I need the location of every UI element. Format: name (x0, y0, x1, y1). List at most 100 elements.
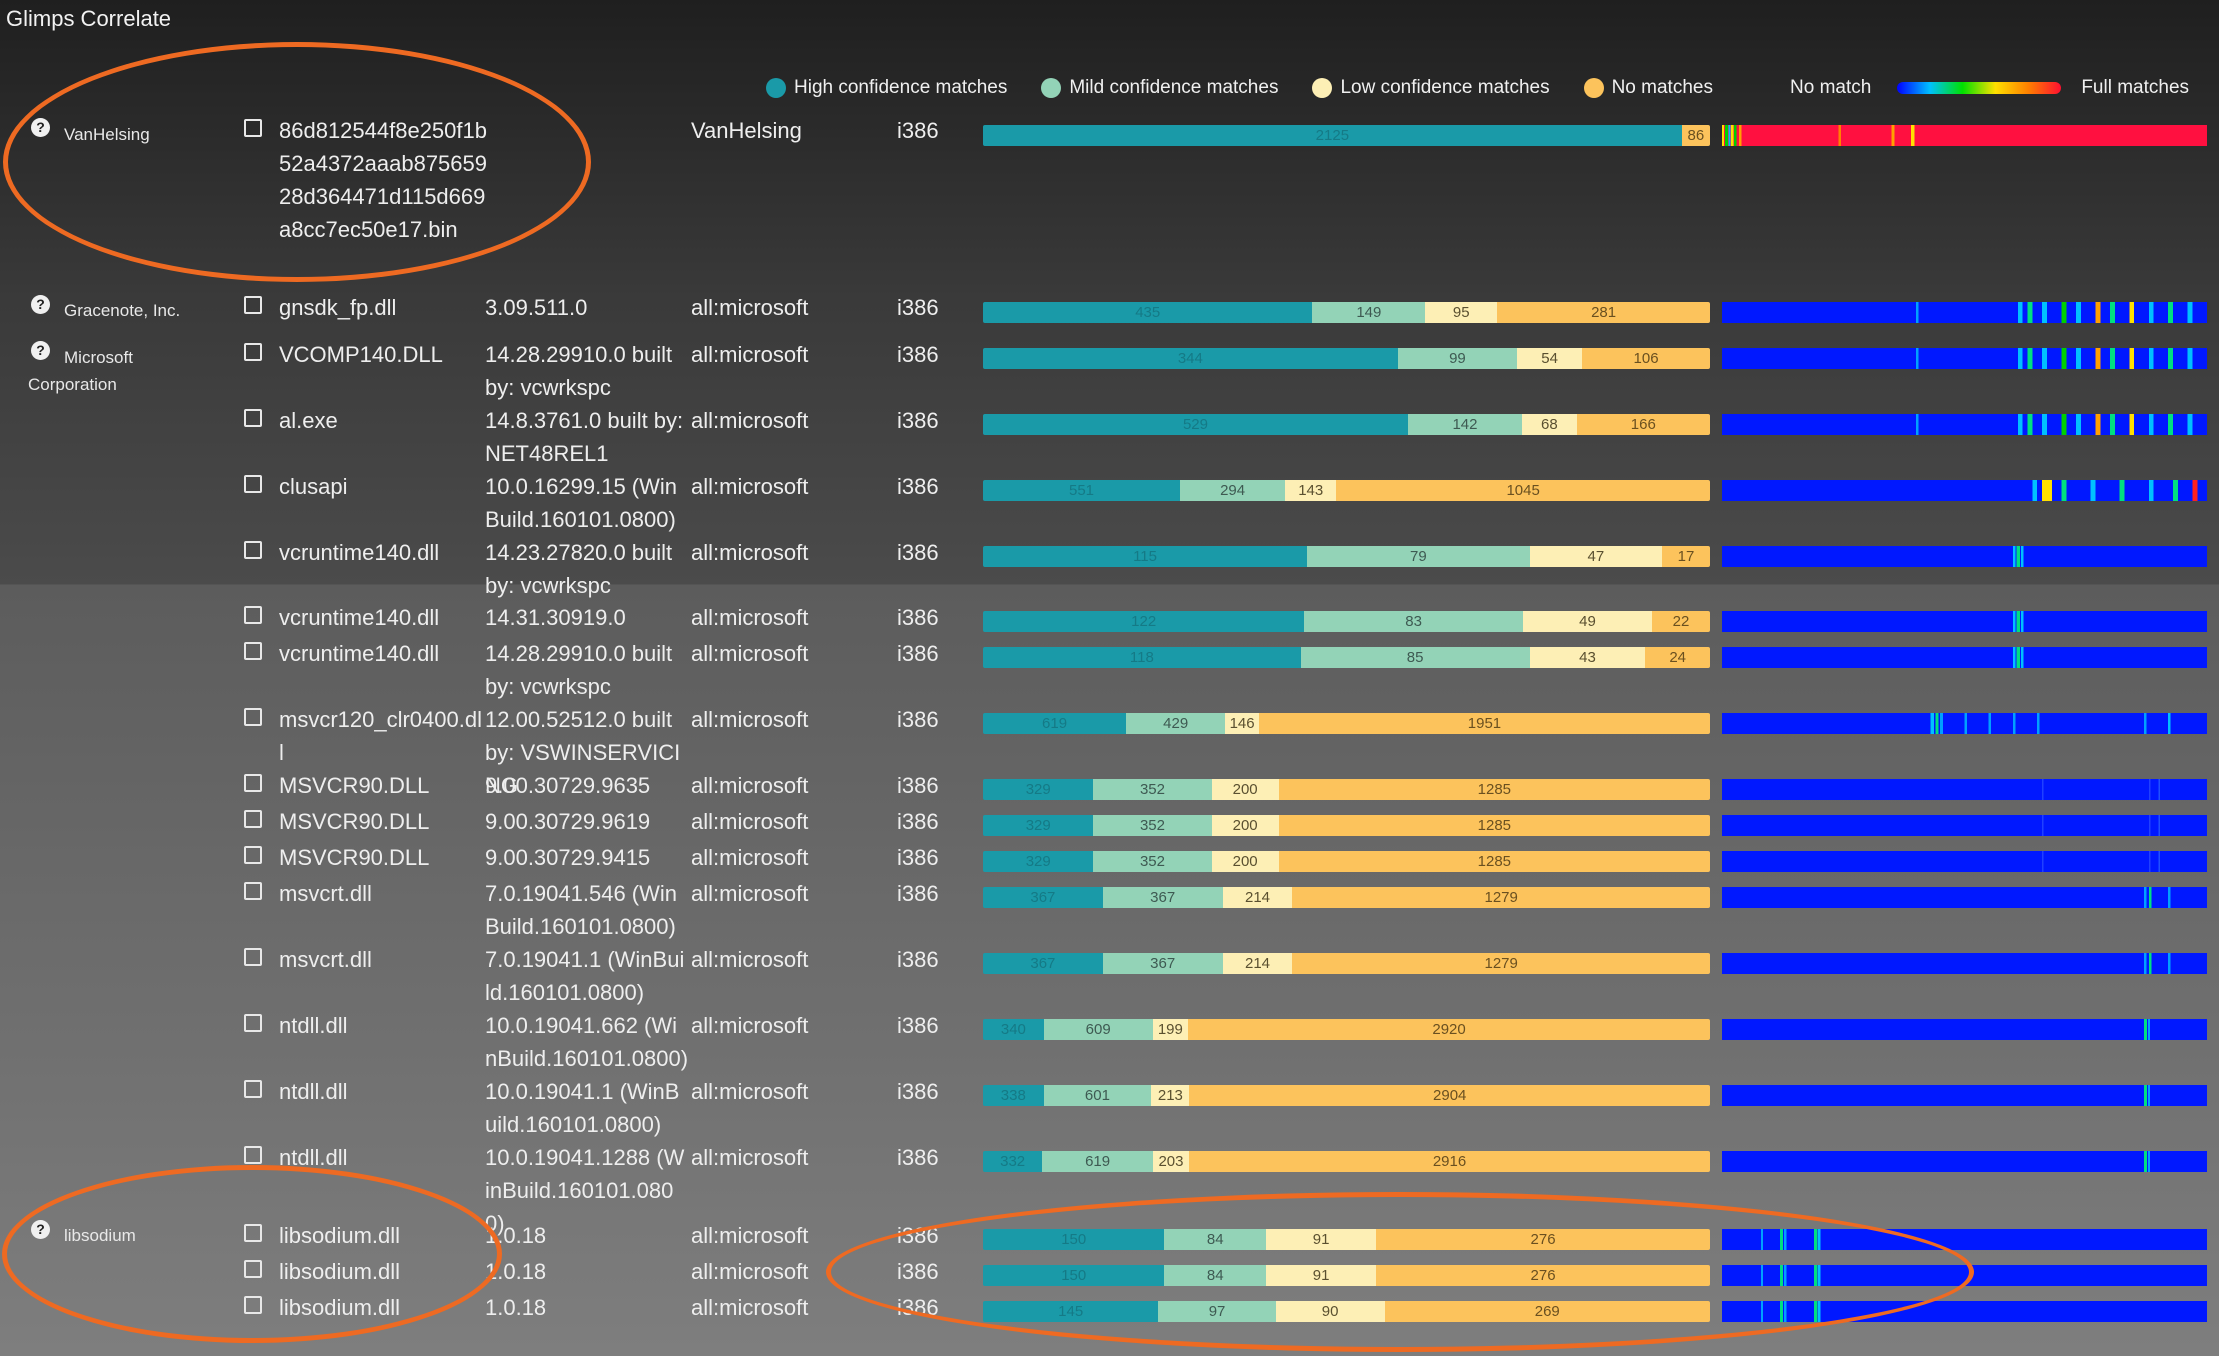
row-checkbox[interactable] (244, 1146, 262, 1164)
row-checkbox[interactable] (244, 774, 262, 792)
match-heatmap[interactable] (1722, 546, 2207, 567)
match-bar[interactable]: 150 84 91 276 (983, 1229, 1710, 1250)
help-icon[interactable]: ? (31, 118, 50, 137)
match-bar[interactable]: 435 149 95 281 (983, 302, 1710, 323)
match-heatmap[interactable] (1722, 611, 2207, 632)
row-checkbox[interactable] (244, 343, 262, 361)
no-match-segment: 1285 (1278, 779, 1710, 800)
file-name: msvcrt.dll (279, 881, 372, 906)
match-heatmap[interactable] (1722, 851, 2207, 872)
match-heatmap[interactable] (1722, 815, 2207, 836)
high-confidence-segment: 529 (983, 414, 1408, 435)
low-confidence-segment: 68 (1522, 414, 1577, 435)
mild-confidence-segment: 367 (1102, 887, 1223, 908)
low-confidence-segment: 47 (1529, 546, 1663, 567)
match-bar[interactable]: 329 352 200 1285 (983, 779, 1710, 800)
row-checkbox[interactable] (244, 1014, 262, 1032)
os-tag: all:microsoft (691, 1259, 809, 1284)
help-icon[interactable]: ? (31, 1220, 50, 1239)
match-bar[interactable]: 122 83 49 22 (983, 611, 1710, 632)
match-bar[interactable]: 529 142 68 166 (983, 414, 1710, 435)
mild-confidence-segment: 84 (1164, 1229, 1267, 1250)
match-bar[interactable]: 145 97 90 269 (983, 1301, 1710, 1322)
row-checkbox[interactable] (244, 606, 262, 624)
help-icon[interactable]: ? (31, 295, 50, 314)
mild-confidence-segment: 429 (1126, 713, 1226, 734)
match-heatmap[interactable] (1722, 1085, 2207, 1106)
row-checkbox[interactable] (244, 948, 262, 966)
low-confidence-segment: 200 (1211, 851, 1279, 872)
row-checkbox[interactable] (244, 1080, 262, 1098)
file-name: msvcr120_clr0400.dll (279, 707, 482, 765)
match-heatmap[interactable] (1722, 779, 2207, 800)
no-match-segment: 2904 (1189, 1085, 1710, 1106)
match-bar[interactable]: 367 367 214 1279 (983, 953, 1710, 974)
match-heatmap[interactable] (1722, 1301, 2207, 1322)
match-heatmap[interactable] (1722, 480, 2207, 501)
match-bar[interactable]: 115 79 47 17 (983, 546, 1710, 567)
mild-confidence-segment: 601 (1043, 1085, 1152, 1106)
match-bar[interactable]: 150 84 91 276 (983, 1265, 1710, 1286)
match-heatmap[interactable] (1722, 887, 2207, 908)
heat-gradient (1897, 82, 2062, 94)
row-checkbox[interactable] (244, 810, 262, 828)
row-checkbox[interactable] (244, 846, 262, 864)
file-name: vcruntime140.dll (279, 540, 440, 565)
match-heatmap[interactable] (1722, 125, 2207, 146)
file-version: 3.09.511.0 (485, 295, 588, 320)
match-heatmap[interactable] (1722, 953, 2207, 974)
match-heatmap[interactable] (1722, 647, 2207, 668)
low-confidence-segment: 199 (1152, 1019, 1189, 1040)
match-bar[interactable]: 340 609 199 2920 (983, 1019, 1710, 1040)
low-confidence-segment: 146 (1225, 713, 1259, 734)
match-heatmap[interactable] (1722, 1019, 2207, 1040)
help-icon[interactable]: ? (31, 341, 50, 360)
row-checkbox[interactable] (244, 642, 262, 660)
match-heatmap[interactable] (1722, 302, 2207, 323)
mild-confidence-segment: 352 (1093, 851, 1212, 872)
match-bar[interactable]: 332 619 203 2916 (983, 1151, 1710, 1172)
match-heatmap[interactable] (1722, 713, 2207, 734)
heat-low-label: No match (1790, 77, 1872, 98)
os-tag: all:microsoft (691, 1295, 809, 1320)
file-version: 10.0.19041.662 (WinBuild.160101.0800) (485, 1013, 689, 1071)
match-heatmap[interactable] (1722, 1265, 2207, 1286)
row-checkbox[interactable] (244, 296, 262, 314)
high-confidence-segment: 551 (983, 480, 1181, 501)
no-match-segment: 24 (1645, 647, 1710, 668)
row-checkbox[interactable] (244, 1224, 262, 1242)
row-checkbox[interactable] (244, 708, 262, 726)
mild-confidence-segment: 619 (1042, 1151, 1153, 1172)
file-name: MSVCR90.DLL (279, 809, 430, 834)
row-checkbox[interactable] (244, 882, 262, 900)
match-heatmap[interactable] (1722, 348, 2207, 369)
high-confidence-segment: 338 (983, 1085, 1044, 1106)
match-bar[interactable]: 344 99 54 106 (983, 348, 1710, 369)
high-confidence-segment: 329 (983, 779, 1094, 800)
match-heatmap[interactable] (1722, 1151, 2207, 1172)
match-bar[interactable]: 367 367 214 1279 (983, 887, 1710, 908)
row-checkbox[interactable] (244, 475, 262, 493)
match-heatmap[interactable] (1722, 1229, 2207, 1250)
match-bar[interactable]: 2125 86 (983, 125, 1710, 146)
no-match-segment: 1045 (1336, 480, 1710, 501)
high-confidence-segment: 340 (983, 1019, 1044, 1040)
row-checkbox[interactable] (244, 409, 262, 427)
match-bar[interactable]: 329 352 200 1285 (983, 815, 1710, 836)
match-bar[interactable]: 118 85 43 24 (983, 647, 1710, 668)
architecture: i386 (897, 605, 939, 630)
row-checkbox[interactable] (244, 119, 262, 137)
match-heatmap[interactable] (1722, 414, 2207, 435)
match-bar[interactable]: 329 352 200 1285 (983, 851, 1710, 872)
match-bar[interactable]: 619 429 146 1951 (983, 713, 1710, 734)
row-checkbox[interactable] (244, 1260, 262, 1278)
row-checkbox[interactable] (244, 1296, 262, 1314)
match-bar[interactable]: 338 601 213 2904 (983, 1085, 1710, 1106)
no-match-segment: 106 (1582, 348, 1710, 369)
row-checkbox[interactable] (244, 541, 262, 559)
file-name: VCOMP140.DLL (279, 342, 443, 367)
vendor-libsodium: libsodium (64, 1226, 136, 1245)
high-confidence-segment: 332 (983, 1151, 1043, 1172)
match-bar[interactable]: 551 294 143 1045 (983, 480, 1710, 501)
mild-confidence-segment: 83 (1304, 611, 1523, 632)
